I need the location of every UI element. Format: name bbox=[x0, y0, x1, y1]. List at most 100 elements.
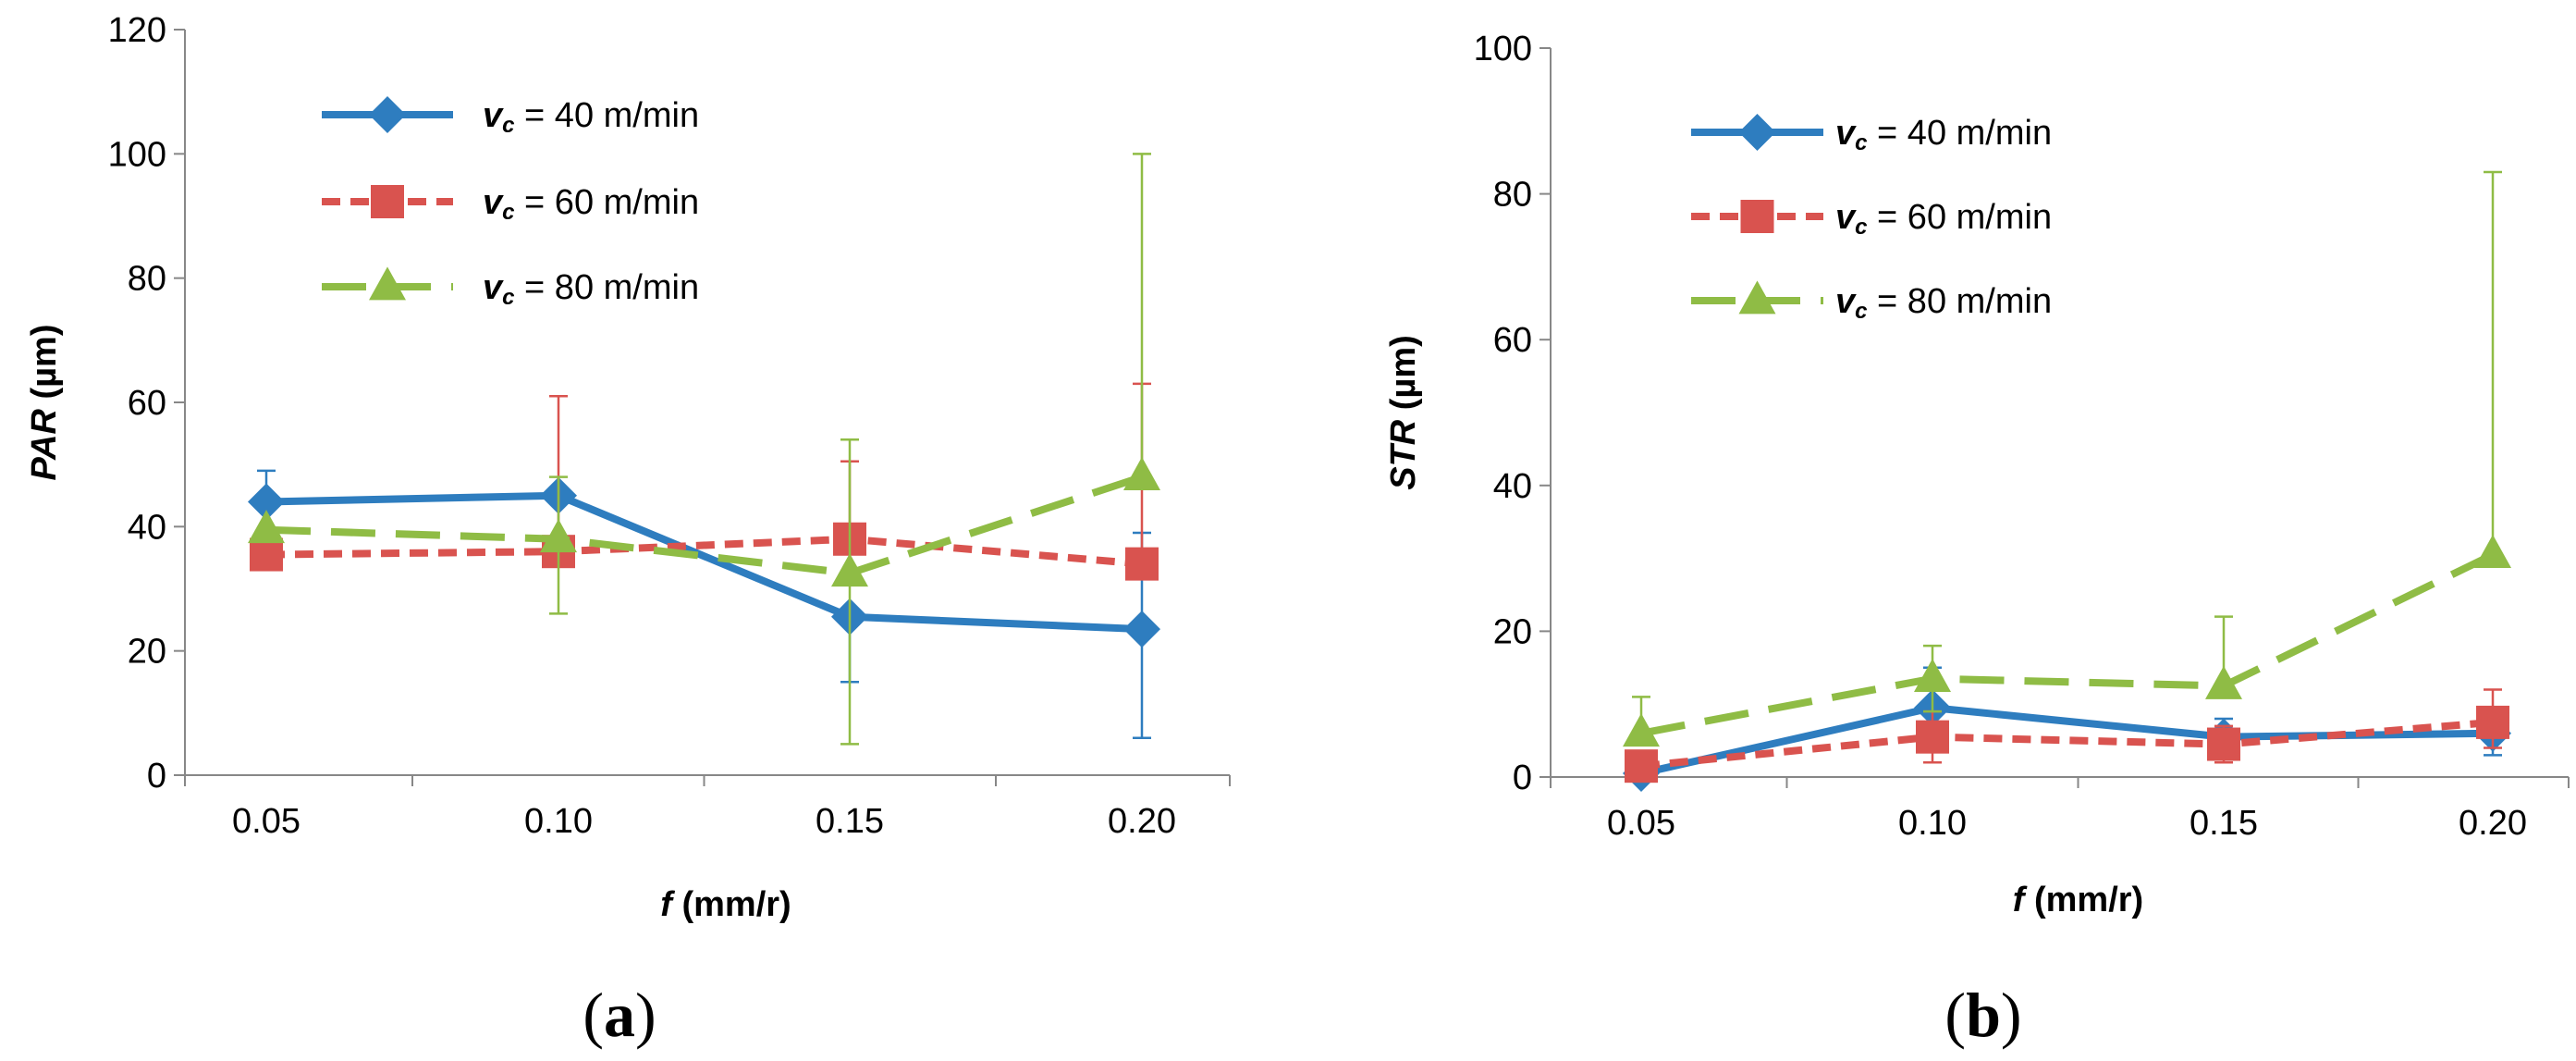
series-line bbox=[265, 491, 1143, 634]
legend-subscript: c bbox=[1855, 130, 1867, 155]
legend-value: = 60 m/min bbox=[1868, 198, 2053, 237]
y-tick-label: 80 bbox=[1493, 176, 1532, 215]
legend-subscript: c bbox=[1855, 215, 1867, 240]
panel-label-letter: b bbox=[1966, 980, 2001, 1050]
x-tick-label: 0.15 bbox=[816, 802, 884, 841]
series-line bbox=[265, 473, 1144, 577]
legend-value: = 40 m/min bbox=[1868, 114, 2053, 153]
y-tick-label: 80 bbox=[128, 260, 166, 299]
x-axis-title-unit: (mm/r) bbox=[672, 885, 791, 924]
data-point bbox=[248, 483, 285, 521]
legend-value: = 60 m/min bbox=[515, 183, 700, 222]
x-tick-label: 0.05 bbox=[232, 802, 301, 841]
panel-label-close: ) bbox=[2001, 980, 2022, 1050]
y-axis-title: PAR (µm) bbox=[25, 325, 64, 481]
y-axis-title-symbol: STR bbox=[1384, 419, 1423, 490]
y-axis-title-symbol: PAR bbox=[25, 409, 64, 481]
legend-symbol: v bbox=[1835, 282, 1857, 321]
data-point bbox=[540, 519, 577, 553]
y-axis-title: STR (µm) bbox=[1384, 335, 1423, 490]
data-point bbox=[1123, 457, 1160, 490]
legend-marker-vc40 bbox=[1738, 114, 1776, 151]
data-point bbox=[1625, 749, 1658, 783]
legend-marker-vc80 bbox=[1738, 280, 1776, 315]
legend-symbol: v bbox=[483, 268, 504, 307]
x-tick-label: 0.05 bbox=[1607, 804, 1675, 843]
y-tick-label: 20 bbox=[1493, 612, 1532, 651]
y-tick-label: 100 bbox=[1474, 30, 1532, 68]
legend-label-vc40: vc = 40 m/min bbox=[483, 96, 699, 138]
legend-value: = 80 m/min bbox=[1868, 282, 2053, 321]
y-tick-label: 40 bbox=[128, 508, 166, 547]
x-axis-title: f (mm/r) bbox=[2013, 881, 2143, 919]
y-tick-label: 0 bbox=[1513, 759, 1532, 797]
series-line bbox=[1640, 551, 2495, 737]
x-tick-label: 0.15 bbox=[2190, 804, 2258, 843]
chart-panel-b: 0 20 40 60 80 100 0.05 0.10 0.15 0.20 f (mm/r) STR … bbox=[1384, 30, 2570, 1050]
legend-value: = 40 m/min bbox=[515, 96, 700, 135]
y-tick-label: 20 bbox=[128, 633, 166, 672]
legend-subscript: c bbox=[502, 285, 514, 310]
x-axis-title-unit: (mm/r) bbox=[2024, 881, 2143, 919]
series-vc40 bbox=[248, 469, 1160, 739]
data-point bbox=[1123, 611, 1160, 648]
legend-marker-vc80 bbox=[369, 266, 406, 301]
data-point bbox=[250, 537, 283, 572]
legend-marker-vc60 bbox=[371, 185, 404, 218]
legend-symbol: v bbox=[483, 183, 504, 222]
x-tick-label: 0.10 bbox=[524, 802, 593, 841]
series-vc60 bbox=[250, 382, 1159, 581]
data-point bbox=[1623, 713, 1660, 747]
legend-label-vc60: vc = 60 m/min bbox=[1835, 198, 2052, 240]
legend-marker-vc40 bbox=[369, 96, 406, 133]
series-vc80 bbox=[1623, 170, 2511, 747]
legend-subscript: c bbox=[502, 200, 514, 225]
x-axis-title-symbol: f bbox=[2013, 881, 2028, 919]
x-axis-title: f (mm/r) bbox=[660, 885, 791, 924]
legend-label-vc80: vc = 80 m/min bbox=[483, 268, 699, 310]
x-tick-label: 0.20 bbox=[1108, 802, 1176, 841]
data-point bbox=[2476, 705, 2509, 739]
legend-subscript: c bbox=[1855, 299, 1867, 324]
series-vc40 bbox=[1623, 666, 2511, 793]
legend-symbol: v bbox=[1835, 198, 1857, 237]
x-tick-label: 0.10 bbox=[1898, 804, 1967, 843]
data-point bbox=[2205, 665, 2242, 699]
legend-symbol: v bbox=[483, 96, 504, 135]
legend-label-vc80: vc = 80 m/min bbox=[1835, 282, 2052, 324]
legend-label-vc60: vc = 60 m/min bbox=[483, 183, 699, 225]
legend-symbol: v bbox=[1835, 114, 1857, 153]
panel-label: (a) bbox=[583, 980, 656, 1050]
series-line bbox=[265, 535, 1143, 568]
y-tick-label: 40 bbox=[1493, 467, 1532, 506]
data-point bbox=[831, 553, 868, 587]
series-vc80 bbox=[248, 153, 1160, 746]
data-point bbox=[2474, 535, 2511, 569]
data-point bbox=[248, 510, 285, 544]
panel-label-letter: a bbox=[604, 980, 635, 1050]
y-tick-label: 100 bbox=[108, 135, 166, 174]
panel-label-open: ( bbox=[583, 980, 604, 1050]
data-point bbox=[1916, 720, 1949, 754]
y-tick-label: 60 bbox=[1493, 321, 1532, 360]
data-point bbox=[1125, 547, 1159, 581]
legend-label-vc40: vc = 40 m/min bbox=[1835, 114, 2052, 155]
y-axis-title-unit: (µm) bbox=[25, 325, 64, 410]
data-point bbox=[1914, 659, 1951, 693]
y-tick-label: 0 bbox=[147, 757, 166, 796]
y-tick-label: 120 bbox=[108, 11, 166, 50]
series-vc60 bbox=[1625, 688, 2509, 783]
data-point bbox=[2207, 727, 2240, 761]
x-tick-label: 0.20 bbox=[2459, 804, 2527, 843]
y-tick-label: 60 bbox=[128, 384, 166, 423]
series-line bbox=[1640, 718, 2494, 771]
legend-marker-vc60 bbox=[1740, 200, 1774, 233]
legend-subscript: c bbox=[502, 113, 514, 138]
chart-panel-a: 0 20 40 60 80 100 120 0.05 0.10 0.15 0.20 f (mm/r) P… bbox=[25, 11, 1231, 1050]
panel-label: (b) bbox=[1944, 980, 2021, 1050]
y-axis-title-unit: (µm) bbox=[1384, 335, 1423, 420]
legend-value: = 80 m/min bbox=[515, 268, 700, 307]
